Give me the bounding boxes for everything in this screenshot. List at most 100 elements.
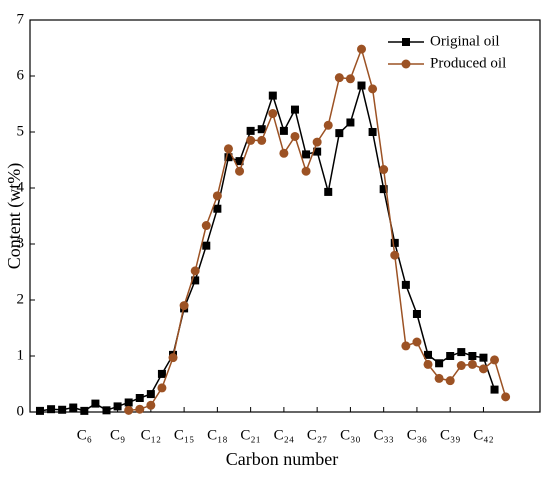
x-tick-label: C₁₅ [174, 427, 194, 443]
marker [290, 105, 299, 114]
marker [201, 221, 211, 231]
marker [368, 84, 378, 94]
marker [102, 406, 111, 415]
marker [345, 74, 355, 84]
x-tick-label: C₉ [110, 427, 125, 443]
y-tick-label: 7 [17, 11, 25, 27]
x-tick-label: C₄₂ [473, 427, 493, 443]
legend-label: Original oil [430, 33, 500, 49]
y-tick-label: 3 [17, 235, 25, 251]
marker [346, 118, 355, 127]
marker [80, 406, 89, 415]
marker [146, 400, 156, 410]
x-tick-label: C₁₂ [141, 427, 161, 443]
plot-frame [29, 19, 541, 413]
marker [312, 137, 322, 147]
x-tick-label: C₃₃ [373, 427, 393, 443]
marker [268, 91, 277, 100]
marker [368, 128, 377, 136]
legend-marker [402, 38, 410, 46]
marker [246, 126, 255, 135]
marker [390, 238, 399, 247]
marker [412, 310, 421, 318]
marker [357, 44, 366, 54]
marker [113, 402, 122, 411]
marker [479, 353, 488, 362]
marker [478, 364, 488, 374]
marker [490, 355, 500, 365]
x-tick-label: C₂₇ [307, 427, 327, 443]
x-tick-label: C₁₈ [207, 427, 227, 443]
x-tick-label: C₂₁ [240, 427, 260, 443]
marker [135, 404, 145, 414]
marker [412, 337, 422, 347]
y-tick-label: 0 [17, 403, 25, 419]
marker [501, 392, 511, 402]
marker [379, 165, 389, 175]
y-tick-label: 2 [17, 291, 25, 307]
marker [379, 185, 388, 194]
marker [468, 352, 477, 360]
marker [445, 376, 455, 386]
x-axis-title: Carbon number [226, 449, 338, 469]
marker [223, 144, 233, 154]
marker [324, 187, 333, 196]
marker [157, 383, 167, 393]
y-tick-label: 5 [17, 123, 25, 139]
marker [279, 148, 289, 158]
marker [257, 125, 266, 134]
x-tick-label: C₆ [77, 427, 92, 443]
marker [91, 399, 100, 408]
marker [168, 353, 178, 363]
marker [58, 405, 67, 414]
marker [157, 369, 166, 378]
y-tick-label: 6 [17, 67, 25, 83]
marker [435, 359, 444, 368]
marker [457, 348, 466, 357]
marker [124, 398, 133, 407]
marker [313, 147, 322, 156]
x-tick-label: C₂₄ [274, 427, 294, 443]
marker [279, 126, 288, 135]
marker [124, 405, 134, 415]
marker [69, 403, 78, 412]
y-tick-label: 1 [17, 347, 25, 363]
marker [467, 359, 477, 369]
marker [434, 373, 444, 383]
marker [246, 135, 256, 145]
marker [302, 150, 311, 159]
marker [212, 191, 222, 201]
marker [290, 131, 300, 141]
x-tick-label: C₃₀ [340, 427, 360, 443]
legend-marker [401, 59, 411, 69]
legend-label: Produced oil [430, 55, 506, 71]
marker [224, 153, 233, 162]
x-tick-label: C₃₆ [407, 427, 427, 443]
marker [423, 359, 433, 369]
marker [35, 406, 44, 415]
marker [401, 280, 410, 289]
marker [235, 157, 244, 166]
marker [334, 73, 344, 83]
marker [146, 390, 155, 399]
marker [335, 129, 344, 138]
marker [401, 341, 411, 351]
marker [257, 135, 267, 145]
marker [446, 352, 455, 360]
marker [135, 394, 144, 402]
y-axis-title: Content (wt%) [4, 163, 25, 269]
marker [191, 276, 200, 285]
marker [213, 204, 222, 213]
x-tick-label: C₃₉ [440, 427, 460, 443]
marker [179, 301, 189, 311]
marker [456, 361, 466, 371]
marker [424, 350, 433, 359]
marker [301, 166, 311, 176]
marker [190, 266, 200, 276]
marker [235, 166, 245, 176]
marker [357, 81, 366, 90]
marker [47, 405, 56, 414]
marker [490, 385, 499, 394]
marker [390, 250, 400, 260]
